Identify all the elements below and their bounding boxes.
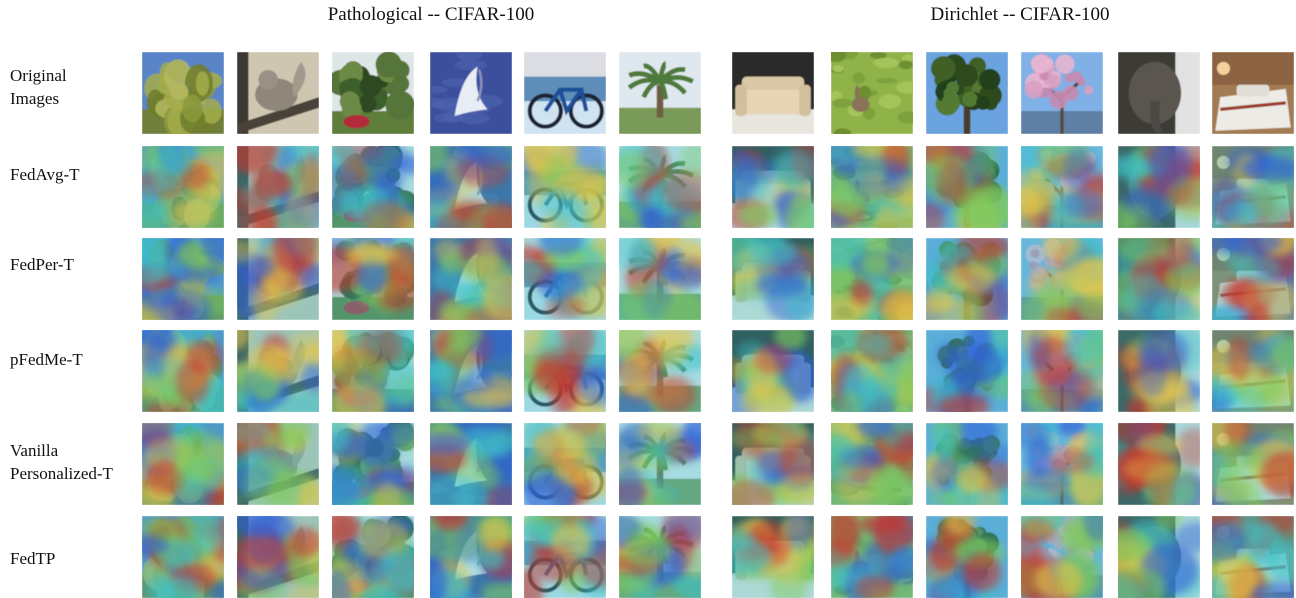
attention-heatmap: [1212, 330, 1294, 412]
attention-heatmap: [732, 238, 814, 320]
attention-heatmap: [142, 516, 224, 598]
original-image: [332, 52, 414, 134]
attention-heatmap: [1021, 330, 1103, 412]
attention-heatmap: [1118, 330, 1200, 412]
original-image: [732, 52, 814, 134]
attention-heatmap: [142, 146, 224, 228]
attention-heatmap: [237, 423, 319, 505]
attention-heatmap: [1118, 516, 1200, 598]
attention-heatmap: [142, 423, 224, 505]
attention-heatmap: [332, 330, 414, 412]
attention-heatmap: [524, 146, 606, 228]
attention-heatmap: [732, 330, 814, 412]
original-image: [1118, 52, 1200, 134]
attention-heatmap: [524, 330, 606, 412]
attention-heatmap: [332, 146, 414, 228]
attention-heatmap: [1212, 238, 1294, 320]
attention-heatmap: [237, 330, 319, 412]
attention-heatmap: [332, 238, 414, 320]
attention-heatmap: [1021, 423, 1103, 505]
attention-heatmap: [926, 423, 1008, 505]
attention-heatmap: [831, 238, 913, 320]
attention-heatmap: [732, 516, 814, 598]
attention-heatmap: [332, 516, 414, 598]
attention-heatmap: [1021, 516, 1103, 598]
row-label: Vanilla Personalized-T: [10, 441, 113, 483]
attention-heatmap: [332, 423, 414, 505]
attention-heatmap: [524, 238, 606, 320]
attention-heatmap: [926, 146, 1008, 228]
attention-heatmap: [1118, 146, 1200, 228]
attention-heatmap: [1118, 238, 1200, 320]
attention-heatmap: [619, 423, 701, 505]
attention-heatmap: [831, 146, 913, 228]
attention-heatmap: [430, 146, 512, 228]
attention-heatmap: [831, 330, 913, 412]
attention-heatmap: [619, 330, 701, 412]
attention-heatmap: [732, 146, 814, 228]
attention-heatmap: [430, 238, 512, 320]
attention-heatmap: [926, 238, 1008, 320]
original-image: [237, 52, 319, 134]
row-label: FedAvg-T: [10, 165, 80, 184]
attention-heatmap: [430, 516, 512, 598]
attention-heatmap: [926, 330, 1008, 412]
attention-heatmap: [142, 238, 224, 320]
original-image: [1021, 52, 1103, 134]
attention-heatmap: [831, 423, 913, 505]
attention-heatmap: [524, 516, 606, 598]
attention-heatmap: [430, 423, 512, 505]
attention-heatmap: [1021, 146, 1103, 228]
original-image: [1212, 52, 1294, 134]
original-image: [619, 52, 701, 134]
attention-heatmap: [430, 330, 512, 412]
original-image: [926, 52, 1008, 134]
original-image: [430, 52, 512, 134]
original-image: [524, 52, 606, 134]
attention-heatmap: [619, 516, 701, 598]
original-image: [142, 52, 224, 134]
row-label: FedTP: [10, 549, 56, 568]
attention-heatmap: [831, 516, 913, 598]
row-label: pFedMe-T: [10, 350, 83, 369]
dirichlet-title: Dirichlet -- CIFAR-100: [930, 4, 1110, 25]
attention-heatmap: [1212, 423, 1294, 505]
attention-heatmap: [1212, 146, 1294, 228]
original-image: [831, 52, 913, 134]
attention-heatmap: [926, 516, 1008, 598]
attention-heatmap: [237, 146, 319, 228]
attention-heatmap: [1118, 423, 1200, 505]
attention-heatmap: [619, 238, 701, 320]
attention-heatmap: [142, 330, 224, 412]
attention-heatmap: [237, 238, 319, 320]
attention-heatmap: [524, 423, 606, 505]
attention-heatmap: [732, 423, 814, 505]
attention-heatmap: [619, 146, 701, 228]
pathological-title: Pathological -- CIFAR-100: [327, 4, 535, 25]
row-label: Original Images: [10, 66, 67, 108]
attention-heatmap: [237, 516, 319, 598]
attention-heatmap: [1212, 516, 1294, 598]
row-label: FedPer-T: [10, 255, 74, 274]
attention-heatmap: [1021, 238, 1103, 320]
